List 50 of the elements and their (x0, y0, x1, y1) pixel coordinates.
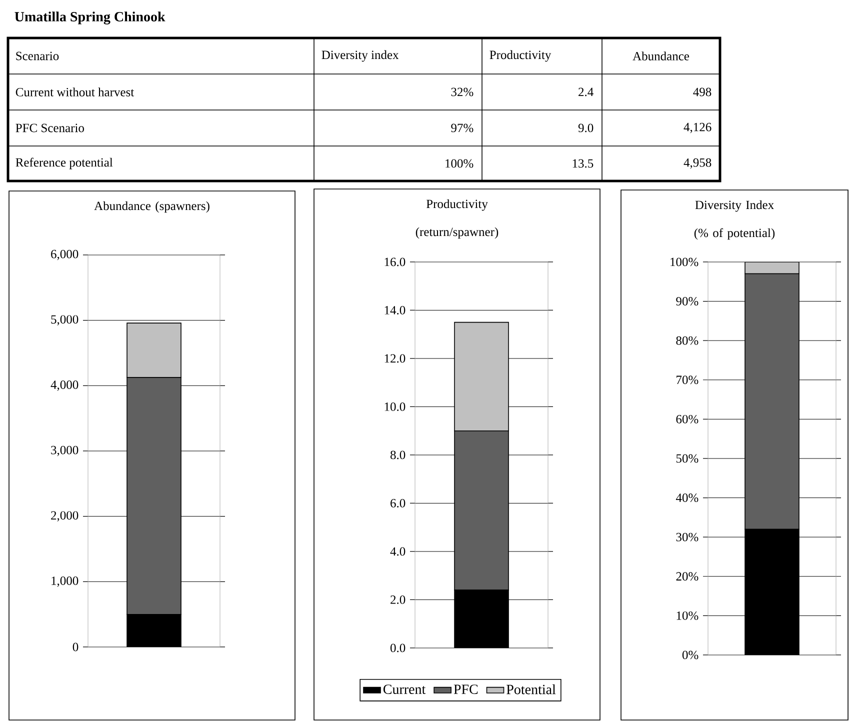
text: 97% (451, 124, 474, 132)
y-tick-label: 10% (676, 611, 698, 620)
y-tick-label: 16.0 (384, 258, 406, 266)
y-tick-label: 20% (676, 572, 698, 581)
text: PFC Scenario (16, 124, 84, 132)
y-tick-label: 60% (676, 414, 698, 424)
y-tick-label: 80% (676, 336, 698, 345)
text: Current without harvest (16, 88, 134, 96)
y-tick-label: 70% (676, 376, 698, 384)
text: 13.5 (572, 159, 594, 168)
chart-title: Abundance (spawners) (94, 201, 210, 213)
y-tick-label: 0% (682, 650, 698, 660)
text: 100% (446, 159, 474, 168)
y-tick-label: 0 (72, 642, 78, 652)
text: Scenario (16, 52, 59, 60)
y-tick-label: 40% (676, 494, 698, 502)
legend-label: Potential (506, 684, 556, 694)
y-tick-label: 90% (676, 297, 698, 306)
text: Abundance (632, 52, 690, 60)
y-tick-label: 4.0 (390, 547, 406, 556)
y-tick-label: 14.0 (384, 306, 406, 314)
y-tick-label: 6,000 (51, 250, 78, 260)
text: Diversity index (322, 50, 399, 62)
y-tick-label: 3,000 (51, 446, 78, 456)
text: 32% (451, 88, 474, 96)
y-tick-label: 50% (676, 454, 698, 463)
text: 498 (693, 88, 712, 96)
legend-label: PFC (454, 684, 478, 694)
y-tick-label: 0.0 (390, 644, 406, 652)
text: Umatilla Spring Chinook (14, 12, 166, 24)
y-tick-label: 6.0 (390, 498, 406, 508)
text: 9.0 (578, 124, 594, 132)
chart-title: Diversity Index (% of potential) (694, 200, 775, 240)
text: 2.4 (578, 88, 594, 96)
y-tick-label: 5,000 (51, 315, 78, 326)
legend-label: Current (383, 684, 426, 694)
y-tick-label: 2.0 (390, 595, 406, 604)
y-tick-label: 4,000 (50, 380, 78, 391)
y-tick-label: 8.0 (390, 450, 406, 460)
text: Productivity (490, 50, 552, 62)
y-tick-label: 100% (670, 258, 698, 266)
chart-title: Productivity (return/spawner) (416, 199, 498, 239)
text: 4,958 (684, 158, 712, 169)
text: Reference potential (16, 158, 113, 170)
y-tick-label: 30% (676, 532, 698, 542)
y-tick-label: 12.0 (384, 354, 406, 363)
text: 4,126 (684, 122, 712, 134)
y-tick-label: 2,000 (51, 511, 78, 522)
y-tick-label: 10.0 (384, 402, 406, 411)
y-tick-label: 1,000 (52, 576, 78, 587)
